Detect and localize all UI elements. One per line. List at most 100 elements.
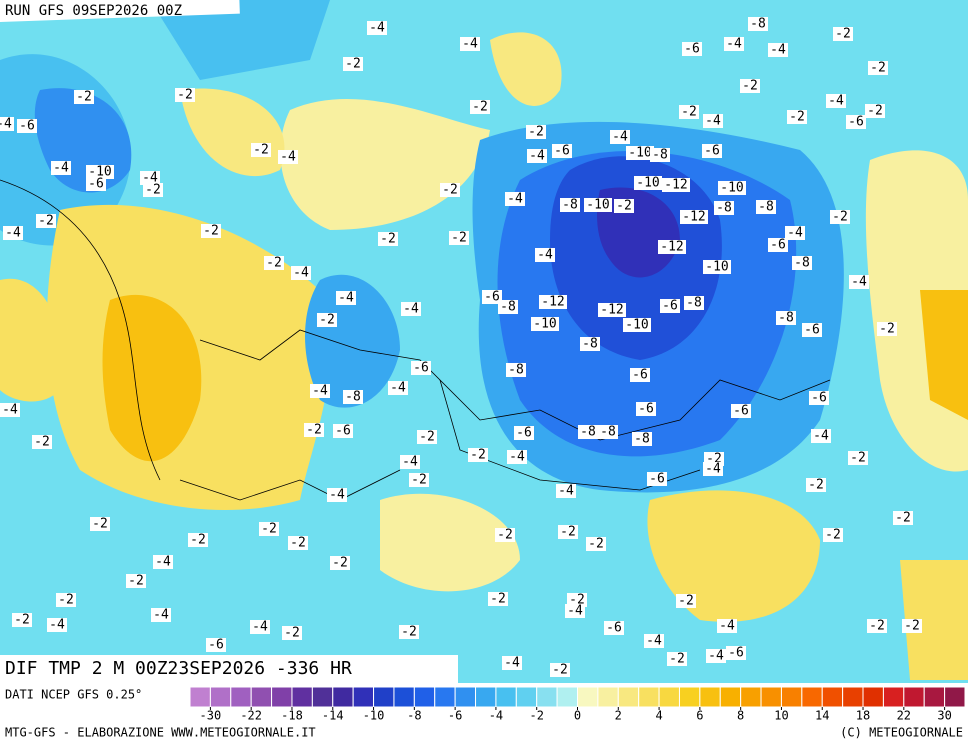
label-box xyxy=(565,604,585,618)
colorbar-swatch xyxy=(577,686,599,708)
colorbar-swatch xyxy=(495,686,517,708)
label-box xyxy=(556,484,576,498)
contour-label: -2 xyxy=(742,79,758,94)
contour-label: -4 xyxy=(646,634,662,649)
contour-label: -4 xyxy=(142,171,158,186)
contour-label: -2 xyxy=(808,478,824,493)
contour-label: -6 xyxy=(804,323,820,338)
contour-label: -2 xyxy=(470,448,486,463)
contour-label: -12 xyxy=(600,303,623,318)
contour-label: -6 xyxy=(632,368,648,383)
label-box xyxy=(598,425,618,439)
label-box xyxy=(526,125,546,139)
contour-label: -8 xyxy=(716,201,732,216)
colorbar-swatch xyxy=(760,686,782,708)
contour-label: -4 xyxy=(813,429,829,444)
contour-label: -6 xyxy=(728,646,744,661)
colorbar-swatch xyxy=(617,686,640,708)
contour-label: -2 xyxy=(616,199,632,214)
contour-label: -2 xyxy=(76,90,92,105)
label-box xyxy=(317,313,337,327)
label-box xyxy=(748,17,768,31)
colorbar-swatch xyxy=(801,686,823,708)
colorbar-tick-label: -18 xyxy=(281,709,303,723)
label-box xyxy=(740,79,760,93)
contour-label: -4 xyxy=(726,37,742,52)
label-box xyxy=(259,522,279,536)
label-box xyxy=(327,488,347,502)
contour-label: -6 xyxy=(811,391,827,406)
contour-label: -2 xyxy=(528,125,544,140)
contour-label: -2 xyxy=(319,313,335,328)
label-box xyxy=(560,198,580,212)
label-box xyxy=(809,391,829,405)
label-box xyxy=(868,61,888,75)
label-box xyxy=(367,21,387,35)
footer-right: (C) METEOGIORNALE xyxy=(840,726,963,740)
contour-label: -2 xyxy=(190,533,206,548)
label-box xyxy=(188,533,208,547)
contour-label: -4 xyxy=(462,37,478,52)
contour-label: -10 xyxy=(625,318,648,333)
contour-label: -6 xyxy=(770,238,786,253)
colorbar-swatch xyxy=(882,686,905,708)
contour-label: -2 xyxy=(825,528,841,543)
contour-label: -2 xyxy=(345,57,361,72)
colorbar-swatch xyxy=(230,686,252,708)
label-box xyxy=(206,638,226,652)
colorbar-swatch xyxy=(373,686,395,708)
label-box xyxy=(378,232,398,246)
contour-label: -4 xyxy=(2,403,18,418)
label-box xyxy=(151,608,171,622)
colorbar-swatch xyxy=(515,686,538,708)
colorbar-tick-label: 0 xyxy=(574,709,581,723)
contour-label: -6 xyxy=(484,290,500,305)
colorbar-swatch xyxy=(699,686,721,708)
colorbar-swatch xyxy=(413,686,436,708)
colorbar-swatch xyxy=(719,686,742,708)
label-box xyxy=(717,619,737,633)
contour-label: -8 xyxy=(600,425,616,440)
label-box xyxy=(848,451,868,465)
contour-label: -8 xyxy=(508,363,524,378)
label-box xyxy=(51,161,71,175)
label-box xyxy=(343,390,363,404)
label-box xyxy=(470,100,490,114)
label-box xyxy=(502,656,522,670)
contour-label: -6 xyxy=(19,119,35,134)
contour-label: -2 xyxy=(58,593,74,608)
contour-label: -4 xyxy=(0,117,12,132)
contour-label: -10 xyxy=(705,260,728,275)
label-box xyxy=(578,425,598,439)
run-label: RUN GFS 09SEP2026 00Z xyxy=(5,3,182,19)
contour-label: -4 xyxy=(53,161,69,176)
contour-label: -2 xyxy=(380,232,396,247)
contour-label: -8 xyxy=(758,200,774,215)
contour-label: -2 xyxy=(442,183,458,198)
label-box xyxy=(291,266,311,280)
label-box xyxy=(86,177,106,191)
contour-label: -2 xyxy=(306,423,322,438)
contour-label: -6 xyxy=(848,115,864,130)
label-box xyxy=(806,478,826,492)
contour-label: -6 xyxy=(684,42,700,57)
label-box xyxy=(785,226,805,240)
colorbar-tick-label: 14 xyxy=(815,709,829,723)
label-box xyxy=(787,110,807,124)
contour-label: -12 xyxy=(664,178,687,193)
label-box xyxy=(558,525,578,539)
colorbar-tick-label: 30 xyxy=(937,709,951,723)
contour-label: -4 xyxy=(403,302,419,317)
colorbar-swatch xyxy=(393,686,415,708)
label-box xyxy=(893,511,913,525)
contour-label: -2 xyxy=(490,592,506,607)
contour-label: -2 xyxy=(92,517,108,532)
contour-label: -4 xyxy=(293,266,309,281)
label-box xyxy=(140,171,160,185)
contour-label: -6 xyxy=(208,638,224,653)
contour-label: -2 xyxy=(419,430,435,445)
label-box xyxy=(823,528,843,542)
label-box xyxy=(849,275,869,289)
